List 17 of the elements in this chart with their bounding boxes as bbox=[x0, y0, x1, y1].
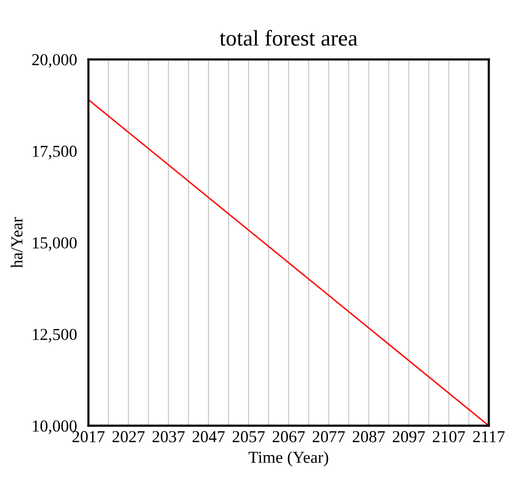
x-tick-label: 2047 bbox=[192, 431, 225, 442]
x-tick-label: 2087 bbox=[352, 431, 385, 442]
y-tick-label: 17,500 bbox=[32, 146, 77, 160]
x-tick-label: 2097 bbox=[392, 431, 425, 442]
chart-title: total forest area bbox=[220, 30, 358, 46]
x-tick-label: 2107 bbox=[432, 431, 465, 442]
x-tick-label: 2077 bbox=[312, 431, 345, 442]
y-axis-title: ha/Year bbox=[10, 217, 23, 268]
x-tick-label: 2067 bbox=[272, 431, 305, 442]
y-tick-label: 12,500 bbox=[32, 328, 77, 342]
x-tick-label: 2057 bbox=[232, 431, 265, 442]
x-axis-title: Time (Year) bbox=[248, 451, 328, 466]
x-tick-label: 2117 bbox=[473, 431, 505, 442]
x-tick-label: 2027 bbox=[112, 431, 145, 442]
y-tick-label: 15,000 bbox=[32, 237, 77, 251]
x-tick-label: 2037 bbox=[152, 431, 185, 442]
y-tick-label: 20,000 bbox=[32, 54, 77, 68]
